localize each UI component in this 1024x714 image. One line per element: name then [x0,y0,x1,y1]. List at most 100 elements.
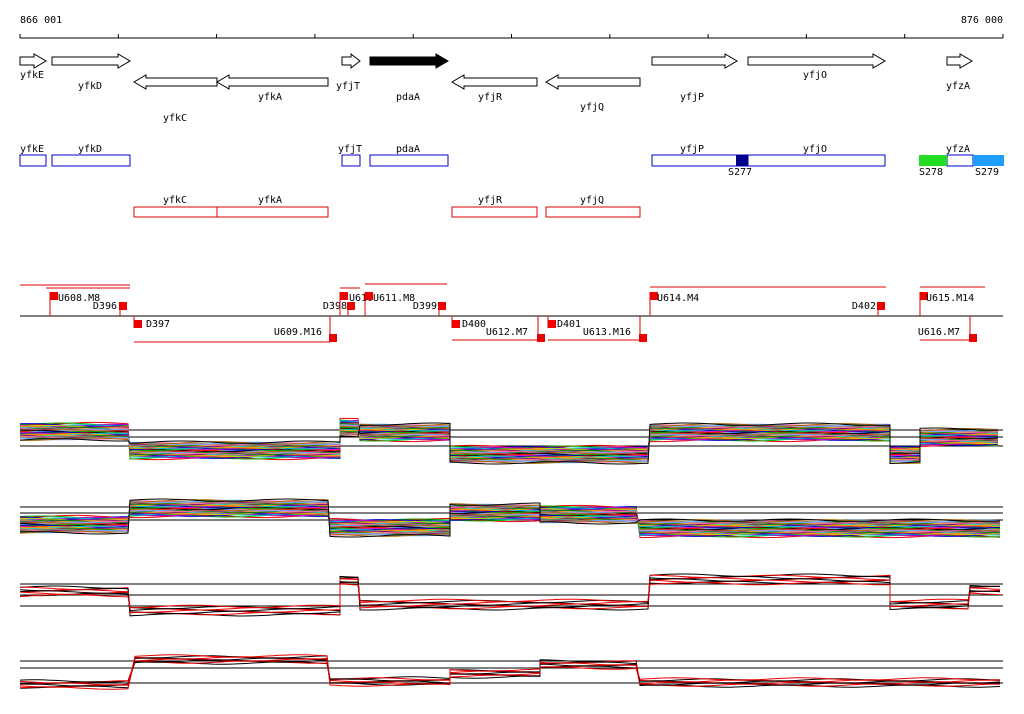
gene-arrow [451,74,538,90]
breakpoint-flag [639,334,647,342]
expression-line [19,581,1001,609]
marker-box [919,155,947,166]
breakpoint-label: U612.M7 [486,327,528,338]
gene-label: pdaA [396,92,420,103]
reverse-box [216,206,329,218]
reverse-box [133,206,218,218]
breakpoint-flag [329,334,337,342]
expression-line [19,577,1001,613]
gene-label: yfkE [20,70,44,81]
reverse-box-label: yfjQ [580,195,604,206]
forward-box-label: yfkD [78,144,102,155]
gene-arrow [216,74,329,90]
gene-arrow [341,52,361,70]
forward-box-label: yfjP [680,144,704,155]
end-coordinate: 876 000 [961,15,1003,26]
gene-label: yfkD [78,81,102,92]
marker-label: S279 [975,167,999,178]
expression-line [19,506,1001,537]
breakpoint-flag [340,292,348,300]
breakpoint-flag [50,292,58,300]
expression-line [19,419,998,459]
gene-arrow [747,53,886,69]
breakpoint-flag [438,302,446,310]
gene-arrow [946,53,973,69]
gene-arrow [51,53,131,69]
expression-line [19,504,1001,532]
forward-box [946,154,974,167]
expression-line [19,423,999,464]
breakpoint-label: D396 [93,301,117,312]
marker-label: S277 [728,167,752,178]
forward-box-label: yfjT [338,144,362,155]
expression-line [19,498,1001,538]
gene-label: yfjO [803,70,827,81]
expression-line [19,426,999,461]
expression-line [19,422,999,465]
forward-box [19,154,47,167]
breakpoint-label: U608.M8 [58,293,100,304]
gene-label: yfjQ [580,102,604,113]
breakpoint-label: U610 [349,293,373,304]
forward-box-label: yfkE [20,144,44,155]
gene-arrow [369,53,449,69]
breakpoint-label: D400 [462,319,486,330]
gene-label: yfkA [258,92,282,103]
breakpoint-label: D401 [557,319,581,330]
reverse-box [451,206,538,218]
forward-box-label: yfzA [946,144,970,155]
breakpoint-flag [920,292,928,300]
breakpoint-label: U611.M8 [373,293,415,304]
gene-label: yfjP [680,92,704,103]
gene-label: yfjT [336,81,360,92]
marker-box [736,155,748,166]
breakpoint-flag [650,292,658,300]
expression-line [19,500,1001,536]
start-coordinate: 866 001 [20,15,62,26]
breakpoint-label: D397 [146,319,170,330]
breakpoint-label: D399 [413,301,437,312]
expression-line [19,423,999,464]
expression-line [19,578,1001,612]
breakpoint-flag [452,320,460,328]
forward-box [651,154,749,167]
expression-line [19,424,999,455]
gene-label: yfjR [478,92,503,103]
breakpoint-flag [537,334,545,342]
forward-box [369,154,449,167]
breakpoint-label: U614.M4 [657,293,699,304]
breakpoint-flag [548,320,556,328]
breakpoint-label: D402 [852,301,876,312]
forward-box-label: pdaA [396,144,420,155]
reverse-box-label: yfkC [163,195,187,206]
reverse-box-label: yfjR [478,195,503,206]
breakpoint-label: U613.M16 [583,327,631,338]
gene-arrow [545,74,641,90]
expression-line [19,505,1001,531]
gene-arrow [133,74,218,90]
forward-box [341,154,361,167]
breakpoint-label: U615.M14 [926,293,974,304]
forward-box [747,154,886,167]
breakpoint-label: U609.M16 [274,327,322,338]
forward-box [51,154,131,167]
gene-label: yfzA [946,81,970,92]
expression-line [19,419,999,460]
breakpoint-label: D398 [323,301,347,312]
breakpoint-flag [119,302,127,310]
breakpoint-label: U616.M7 [918,327,960,338]
expression-line [19,656,1000,688]
breakpoint-flag [134,320,142,328]
gene-label: yfkC [163,113,187,124]
forward-box-label: yfjO [803,144,827,155]
marker-label: S278 [919,167,943,178]
gene-arrow [651,53,738,69]
expression-line [19,509,1000,534]
breakpoint-flag [877,302,885,310]
expression-line [19,508,1001,535]
reverse-box [545,206,641,218]
breakpoint-flag [969,334,977,342]
gene-arrow [19,53,47,69]
expression-line [19,426,999,457]
